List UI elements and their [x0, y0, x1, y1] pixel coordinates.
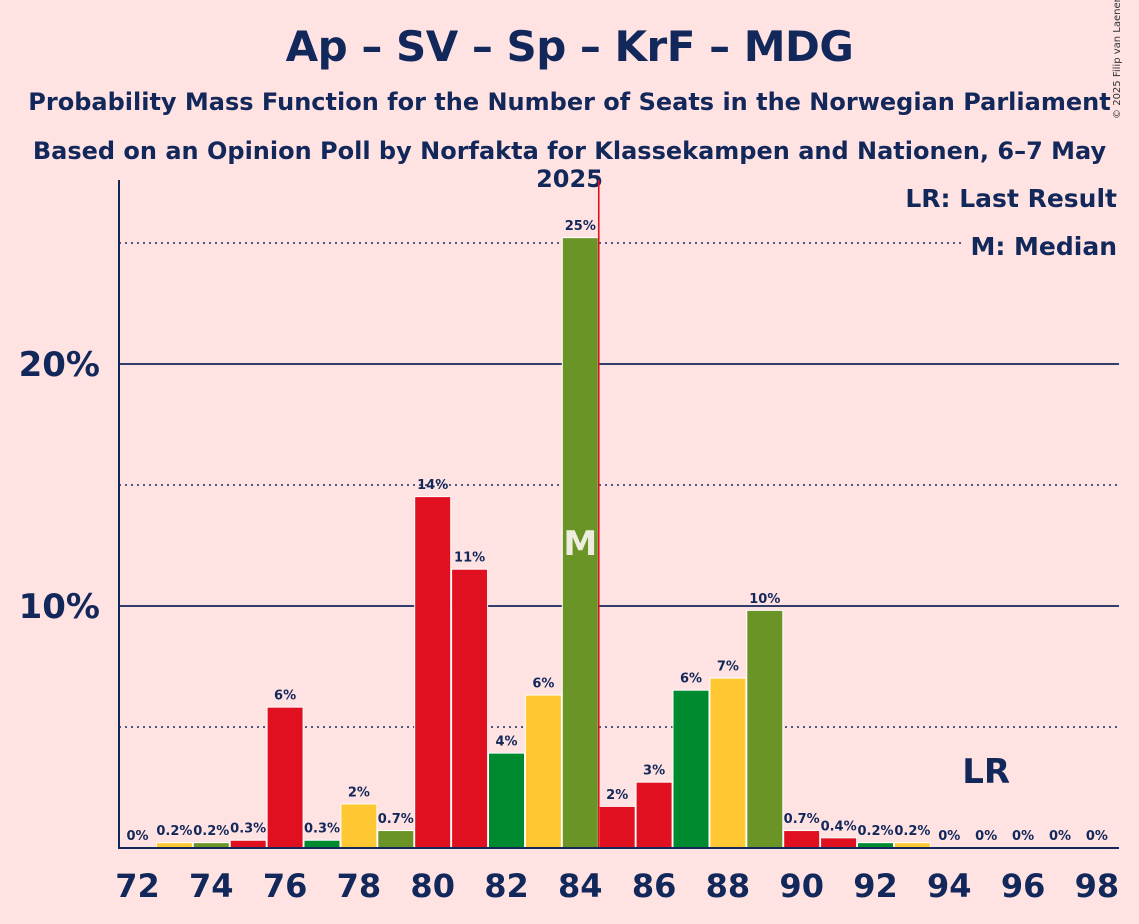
- x-tick-label-92: 92: [853, 867, 898, 905]
- legend-median: M: Median: [964, 232, 1117, 261]
- bar-78: [341, 804, 377, 848]
- bar-91: [821, 838, 857, 848]
- bar-74: [193, 843, 229, 848]
- x-tick-label-86: 86: [632, 867, 677, 905]
- bar-89: [747, 610, 783, 848]
- bar-77: [304, 840, 340, 848]
- bar-label-90: 0.7%: [784, 812, 820, 827]
- bar-label-94: 0%: [938, 829, 960, 844]
- bar-label-73: 0.2%: [156, 824, 192, 839]
- bar-label-91: 0.4%: [821, 819, 857, 834]
- x-tick-label-76: 76: [263, 867, 308, 905]
- bar-label-84: 25%: [565, 219, 596, 234]
- bar-label-95: 0%: [975, 829, 997, 844]
- x-tick-label-84: 84: [558, 867, 603, 905]
- x-tick-label-96: 96: [1001, 867, 1046, 905]
- bar-label-78: 2%: [348, 785, 370, 800]
- bar-81: [452, 569, 488, 848]
- x-tick-label-78: 78: [337, 867, 382, 905]
- bars-group: [155, 237, 931, 848]
- bar-86: [636, 782, 672, 848]
- x-tick-label-72: 72: [115, 867, 160, 905]
- bar-label-98: 0%: [1086, 829, 1108, 844]
- bar-88: [710, 678, 746, 848]
- bar-label-85: 2%: [606, 788, 628, 803]
- x-tick-label-80: 80: [410, 867, 455, 905]
- bar-label-80: 14%: [417, 478, 448, 493]
- y-tick-label-20: 20%: [19, 345, 100, 385]
- bar-label-76: 6%: [274, 689, 296, 704]
- y-tick-label-10: 10%: [19, 587, 100, 627]
- bar-90: [784, 831, 820, 848]
- bar-85: [599, 806, 635, 848]
- bar-83: [525, 695, 561, 848]
- bar-label-75: 0.3%: [230, 822, 266, 837]
- x-tick-label-98: 98: [1075, 867, 1120, 905]
- bar-label-96: 0%: [1012, 829, 1034, 844]
- bar-label-72: 0%: [126, 829, 148, 844]
- bar-76: [267, 707, 303, 848]
- bar-label-74: 0.2%: [193, 824, 229, 839]
- bar-label-77: 0.3%: [304, 822, 340, 837]
- x-tick-label-74: 74: [189, 867, 234, 905]
- bar-93: [894, 843, 930, 848]
- bar-label-81: 11%: [454, 551, 485, 566]
- bar-label-88: 7%: [717, 660, 739, 675]
- grid-lines: [119, 242, 1119, 728]
- x-tick-label-88: 88: [706, 867, 751, 905]
- median-marker: M: [563, 524, 597, 564]
- axes-group: 10% 20% M LR 72 74 76 78 80 82 84 86 88 90 92 94 96 98: [19, 180, 1120, 905]
- chart-title: Ap – SV – Sp – KrF – MDG: [285, 22, 854, 71]
- chart-subtitle-2: Based on an Opinion Poll by Norfakta for…: [32, 137, 1107, 193]
- bar-label-86: 3%: [643, 764, 665, 779]
- bar-label-89: 10%: [749, 592, 780, 607]
- bar-label-97: 0%: [1049, 829, 1071, 844]
- bar-label-87: 6%: [680, 672, 702, 687]
- x-tick-label-82: 82: [484, 867, 529, 905]
- x-tick-label-90: 90: [779, 867, 824, 905]
- chart-subtitle-1: Probability Mass Function for the Number…: [28, 88, 1111, 116]
- bar-82: [489, 753, 524, 848]
- bar-label-79: 0.7%: [378, 812, 414, 827]
- bar-label-93: 0.2%: [894, 824, 930, 839]
- bar-label-82: 4%: [495, 735, 517, 750]
- legend-last-result: LR: Last Result: [899, 184, 1117, 213]
- bar-84: [562, 238, 598, 848]
- x-tick-label-94: 94: [927, 867, 972, 905]
- bar-73: [156, 843, 192, 848]
- bar-label-92: 0.2%: [857, 824, 893, 839]
- bar-labels-group: 0% 0.2% 0.2% 0.3%6%0.3%2%0.7%14%11%4%6%25%2…: [126, 219, 1107, 844]
- last-result-marker: LR: [962, 752, 1010, 792]
- bar-label-83: 6%: [532, 677, 554, 692]
- bar-92: [858, 843, 893, 848]
- bar-79: [378, 831, 414, 848]
- bar-87: [673, 690, 709, 848]
- bar-80: [415, 497, 451, 848]
- bar-75: [230, 840, 266, 848]
